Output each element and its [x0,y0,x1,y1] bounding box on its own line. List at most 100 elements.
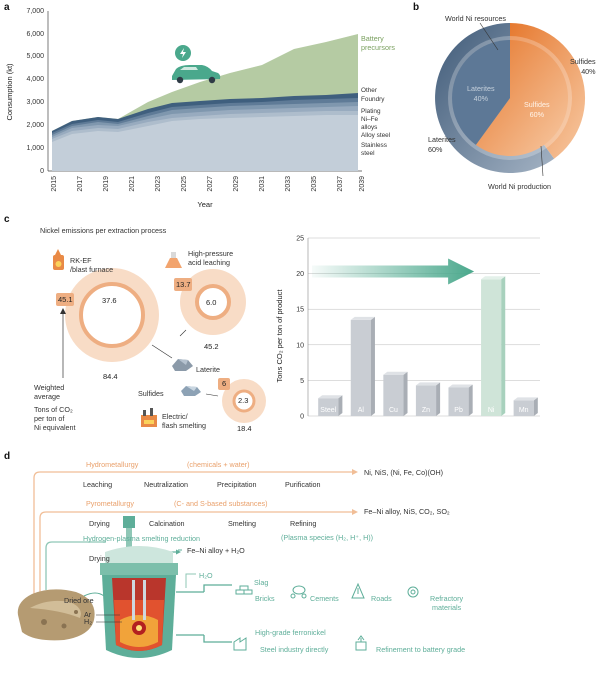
label-hps: Hydrogen-plasma smelting reduction [83,534,201,543]
xtick-2027: 2027 [207,176,214,192]
value-hpal-inner: 6.0 [206,298,217,307]
hpal-box [174,278,192,291]
label-hps-note: (Plasma species (H₂, H⁺, H)) [281,533,374,542]
label-battery-precursors: Battery precursors [361,34,395,52]
bar-side [338,395,343,416]
bar-zn: Zn [415,382,441,416]
label-steel-direct: Steel industry directly [260,645,329,654]
xtick-2017: 2017 [77,176,84,192]
hydro-step-precipitation: Precipitation [217,480,257,489]
bar-front [448,387,469,416]
label-sulfides: Sulfides [138,389,164,398]
bar-label-ni: Ni [488,407,495,414]
label-hps-output: Fe–Ni alloy + H₂O [187,546,245,555]
ytick-1000: 1,000 [26,145,44,152]
ytick-label: 0 [300,414,304,421]
label-battery-grade: Refinement to battery grade [376,645,466,654]
area-stainless [52,115,358,171]
electric-furnace-icon [141,408,157,427]
label-world-ni-resources: World Ni resources [445,14,506,23]
label-inner-laterites: Laterites 40% [467,84,495,103]
pyro-step-refining: Refining [290,519,317,528]
panel-a-ylabel: Consumption (kt) [5,63,14,121]
xtick-2039: 2039 [359,176,366,192]
ytick-2000: 2,000 [26,122,44,129]
laterite-rock-icon [172,359,193,371]
bar-top [415,382,441,386]
xtick-2037: 2037 [337,176,344,192]
electric-car-icon [172,45,221,84]
label-ferronickel: High-grade ferronickel [255,628,326,637]
ytick-4000: 4,000 [26,76,44,83]
label-cements: Cements [310,594,339,603]
rkef-inner-ring [79,282,145,348]
sulf-inner-ring [232,389,256,413]
rkef-box [56,293,74,306]
bar-front [513,400,534,416]
label-other: Other [361,87,377,94]
bar-label-mn: Mn [519,407,529,414]
bar-top [350,316,375,320]
bar-top [318,395,343,399]
value-hpal-outer: 45.2 [204,342,219,351]
xtick-2015: 2015 [51,176,58,192]
panel-c-title: Nickel emissions per extraction process [40,226,167,235]
panel-a-xlabel: Year [197,200,213,209]
label-electric-smelting: Electric/ flash smelting [162,412,206,430]
panel-a-xticks: 2015 2017 2019 2021 2023 2025 2027 2029 … [51,176,366,192]
hpal-inner-ring [195,284,231,320]
value-rkef-outer: 84.4 [103,372,118,381]
value-sulf-outer: 18.4 [237,424,252,433]
xtick-2031: 2031 [259,176,266,192]
hydro-step-neutralization: Neutralization [144,480,188,489]
label-weighted-average: Weighted average [34,383,65,401]
panel-d-diagram [17,469,419,658]
xtick-2029: 2029 [233,176,240,192]
label-tons-co2: Tons of CO₂ per ton of Ni equivalent [34,405,76,432]
bar-front [318,398,339,416]
bar-ni: Ni [481,276,506,416]
bar-pb: Pb [448,384,473,416]
label-outer-laterites: Laterites 60% [428,135,456,154]
bar-side [436,382,441,416]
inner-laterites-slice [452,40,510,145]
label-bricks: Bricks [255,594,275,603]
panel-b-donut [435,22,586,177]
inner-sulfides-slice [475,39,569,157]
label-pyro-note: (C- and S-based substances) [174,499,268,508]
bar-front [481,279,502,416]
xtick-2021: 2021 [129,176,136,192]
bar-front [383,374,404,416]
bar-side [468,384,473,416]
ytick-6000: 6,000 [26,31,44,38]
hydro-step-leaching: Leaching [83,480,113,489]
panel-d-letter: d [4,451,11,462]
road-icon [351,582,365,599]
ytick-label: 15 [296,307,304,314]
label-foundry: Foundry [361,96,385,103]
panel-a-letter: a [4,2,10,13]
ytick-5000: 5,000 [26,53,44,60]
label-laterite: Laterite [196,365,220,374]
bar-mn: Mn [513,397,538,416]
bricks-icon [235,585,253,595]
label-h2o: H₂O [199,571,213,580]
label-ar: Ar [84,610,92,619]
bar-al: Al [350,316,375,416]
label-world-ni-production: World Ni production [488,182,551,191]
label-stainless-steel: Stainless steel [361,142,387,157]
ytick-label: 10 [296,342,304,349]
label-refractory: Refractory materials [430,594,464,612]
ore-rock [17,589,105,641]
xtick-2023: 2023 [155,176,162,192]
hydro-step-purification: Purification [285,480,321,489]
ytick-label: 5 [300,378,304,385]
sulfides-rock-icon [181,386,201,396]
ytick-0: 0 [40,168,44,175]
bar-label-zn: Zn [422,407,430,414]
label-pyro-output: Fe–Ni alloy, NiS, CO₂, SO₂ [364,507,450,516]
xtick-2019: 2019 [103,176,110,192]
label-alloy-steel: Alloy steel [361,132,391,139]
bar-front [350,319,371,416]
pyro-step-drying: Drying [89,519,110,528]
